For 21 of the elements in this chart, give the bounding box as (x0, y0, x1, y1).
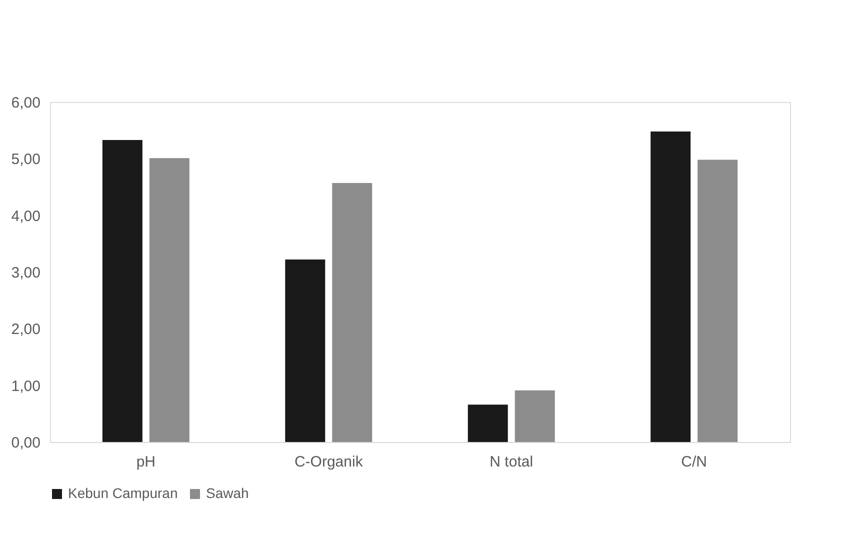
x-tick-label: C-Organik (294, 454, 364, 470)
bar (698, 160, 738, 442)
legend-label: Sawah (206, 485, 249, 501)
bar (285, 260, 326, 442)
y-tick-label: 4,00 (11, 208, 40, 225)
x-tick-label: N total (490, 454, 534, 470)
x-tick-label: C/N (681, 454, 707, 470)
x-tick-label: pH (136, 454, 156, 470)
bar (102, 140, 142, 442)
bar (149, 158, 190, 442)
y-tick-label: 0,00 (11, 434, 40, 452)
legend-label: Kebun Campuran (68, 485, 178, 501)
y-tick-label: 2,00 (11, 321, 40, 338)
y-tick-label: 6,00 (11, 94, 40, 112)
bar (650, 131, 691, 442)
y-tick-label: 5,00 (11, 151, 40, 168)
bar (514, 390, 555, 442)
bar (468, 404, 508, 442)
y-tick-label: 3,00 (11, 264, 40, 282)
bar (332, 183, 372, 442)
y-tick-label: 1,00 (11, 378, 40, 395)
